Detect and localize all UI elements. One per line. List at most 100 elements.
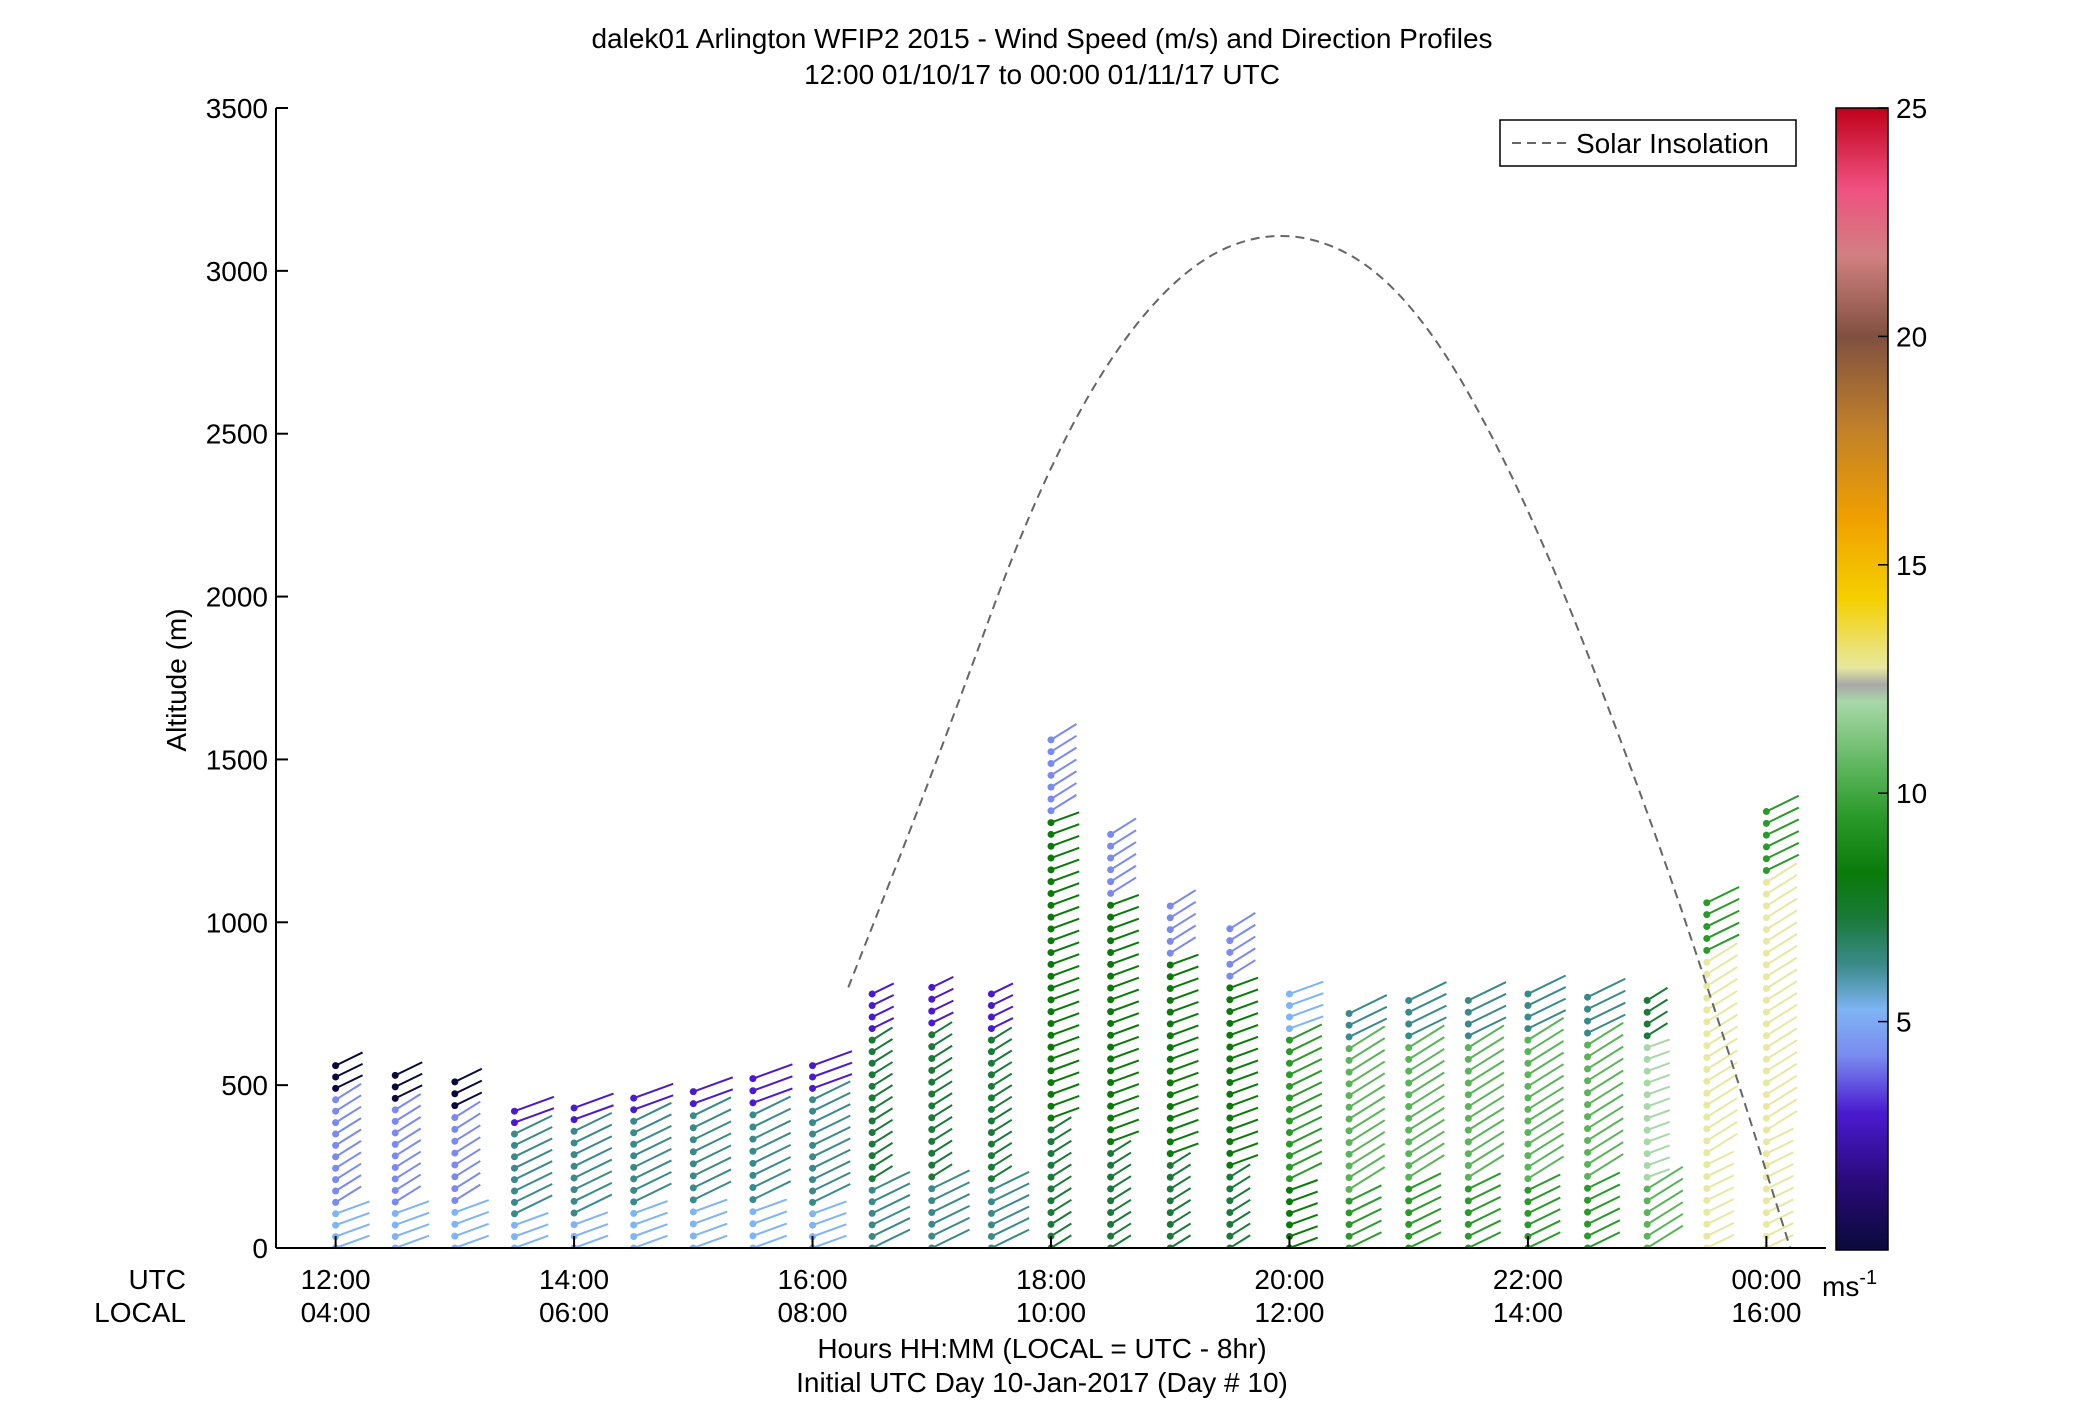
solar-insolation-curve [847, 234, 1792, 1248]
wind-barb-dot [1345, 1045, 1353, 1053]
wind-barb-dot [1107, 889, 1115, 897]
wind-barb-dot [570, 1174, 578, 1182]
wind-barb [633, 1171, 672, 1192]
wind-barb-dot [987, 1152, 995, 1160]
wind-barb-dot [1047, 1185, 1055, 1193]
wind-barb [1587, 1141, 1624, 1166]
wind-barb-dot [1524, 1013, 1532, 1021]
wind-barb [1587, 1057, 1624, 1082]
wind-barb-dot [630, 1140, 638, 1148]
wind-barb [1706, 921, 1740, 940]
wind-barb-dot [332, 1210, 340, 1218]
wind-barb-dot [1226, 937, 1234, 945]
wind-barb-dot [332, 1153, 340, 1161]
wind-barb-dot [1226, 1197, 1234, 1205]
wind-barb [573, 1123, 613, 1144]
wind-barb [1050, 965, 1080, 978]
wind-barb [514, 1160, 553, 1181]
wind-barb [1706, 1174, 1735, 1190]
colorbar-tick-label: 5 [1896, 1007, 1912, 1038]
wind-barb-dot [868, 1129, 876, 1137]
wind-barb-dot [570, 1186, 578, 1194]
wind-barb-dot [510, 1233, 518, 1241]
wind-barb-dot [749, 1184, 757, 1192]
wind-barb [394, 1061, 423, 1077]
wind-barb-dot [451, 1113, 459, 1121]
wind-barb-dot [1703, 1161, 1711, 1169]
wind-barb [1110, 988, 1140, 1001]
wind-barb [1765, 1174, 1794, 1190]
wind-barb [990, 1170, 1030, 1192]
wind-barb [1169, 936, 1197, 955]
wind-barb [1050, 941, 1080, 954]
wind-barb [1110, 841, 1137, 859]
wind-barb [990, 1217, 1030, 1238]
wind-barb-dot [1107, 1043, 1115, 1051]
wind-barb-dot [1643, 1150, 1651, 1158]
wind-barb [335, 1117, 362, 1135]
wind-barb-dot [1285, 1186, 1293, 1194]
wind-barb [1169, 1163, 1192, 1179]
wind-barb-dot [1285, 990, 1293, 998]
wind-barb [1229, 1035, 1259, 1048]
wind-barb-dot [451, 1102, 459, 1110]
wind-barb-dot [1226, 1102, 1234, 1110]
legend: Solar Insolation [1499, 119, 1797, 167]
wind-barb [1467, 1048, 1505, 1073]
wind-barb [1348, 1017, 1388, 1038]
wind-barb [1169, 953, 1199, 966]
wind-barb-dot [391, 1163, 399, 1171]
wind-barb-dot [630, 1232, 638, 1240]
wind-barb-dot [1762, 1220, 1770, 1228]
wind-barb [1765, 944, 1798, 966]
wind-barb [1408, 1095, 1445, 1120]
wind-barb [990, 1228, 1030, 1248]
wind-barb-dot [1762, 831, 1770, 839]
wind-barb [1527, 1009, 1567, 1030]
wind-barb [1169, 1012, 1199, 1025]
wind-barb-dot [987, 1186, 995, 1194]
wind-barb [1408, 1142, 1445, 1167]
wind-barb [1765, 1098, 1798, 1120]
wind-barb [931, 1092, 953, 1107]
wind-barb-dot [1464, 1173, 1472, 1181]
wind-barb-dot [1047, 842, 1055, 850]
wind-barb [573, 1211, 609, 1226]
wind-barb-dot [928, 1043, 936, 1051]
wind-barb-dot [1762, 1091, 1770, 1099]
wind-barb [394, 1127, 422, 1146]
wind-barb [1408, 1016, 1447, 1037]
wind-barb [1646, 1201, 1684, 1226]
wind-barb [1229, 1210, 1251, 1226]
colorbar-tick-label: 25 [1896, 93, 1927, 124]
wind-barb-dot [1762, 1209, 1770, 1217]
wind-barb-dot [1226, 1149, 1234, 1157]
wind-barb [812, 1061, 853, 1078]
wind-barb-dot [1166, 1209, 1174, 1217]
wind-barb [1467, 1059, 1505, 1084]
wind-barb-dot [1047, 1031, 1055, 1039]
wind-barb-dot [749, 1208, 757, 1216]
wind-barb [1289, 1179, 1318, 1192]
wind-barb [990, 1130, 1013, 1145]
wind-barb [752, 1180, 792, 1201]
wind-barb-dot [1464, 1114, 1472, 1122]
wind-barb-dot [1107, 1161, 1115, 1169]
wind-barb-dot [1524, 1001, 1532, 1009]
wind-barb [1229, 923, 1256, 942]
wind-barb-dot [1643, 996, 1651, 1004]
wind-barb-dot [1345, 1021, 1353, 1029]
wind-barb-dot [1762, 1067, 1770, 1075]
wind-barb-dot [928, 1185, 936, 1193]
wind-barb [1050, 746, 1077, 765]
wind-barb [1289, 992, 1324, 1007]
wind-barb-dot [1166, 1020, 1174, 1028]
wind-barb-dot [1405, 1138, 1413, 1146]
wind-barb-dot [689, 1136, 697, 1144]
wind-barb [1408, 1024, 1445, 1049]
wind-barb [1289, 1023, 1323, 1042]
wind-barb [335, 1140, 362, 1158]
wind-barb-dot [1584, 1184, 1592, 1192]
wind-barb [1706, 1186, 1735, 1202]
